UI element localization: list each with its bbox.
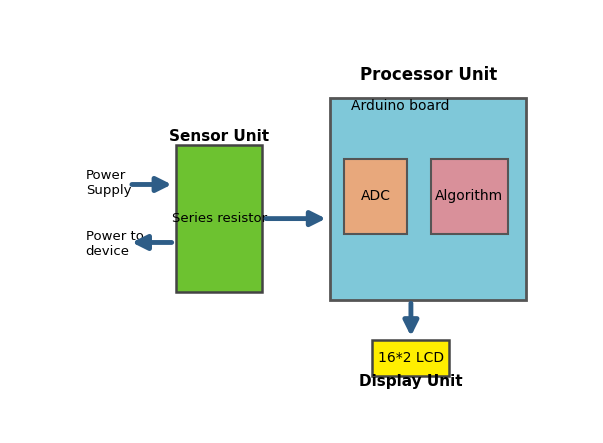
Text: Display Unit: Display Unit <box>359 374 463 389</box>
Bar <box>330 97 526 300</box>
Bar <box>344 159 407 234</box>
Text: Processor Unit: Processor Unit <box>359 66 497 84</box>
Bar <box>176 145 262 292</box>
Text: Power to
device: Power to device <box>86 230 144 258</box>
Text: Sensor Unit: Sensor Unit <box>169 129 270 144</box>
Bar <box>431 159 508 234</box>
Text: Arduino board: Arduino board <box>351 99 449 113</box>
Text: Power
Supply: Power Supply <box>86 169 131 197</box>
Text: 16*2 LCD: 16*2 LCD <box>377 350 444 365</box>
Text: ADC: ADC <box>361 190 391 203</box>
Text: Algorithm: Algorithm <box>435 190 503 203</box>
Text: Series resistor: Series resistor <box>171 212 267 225</box>
Bar <box>372 340 449 376</box>
